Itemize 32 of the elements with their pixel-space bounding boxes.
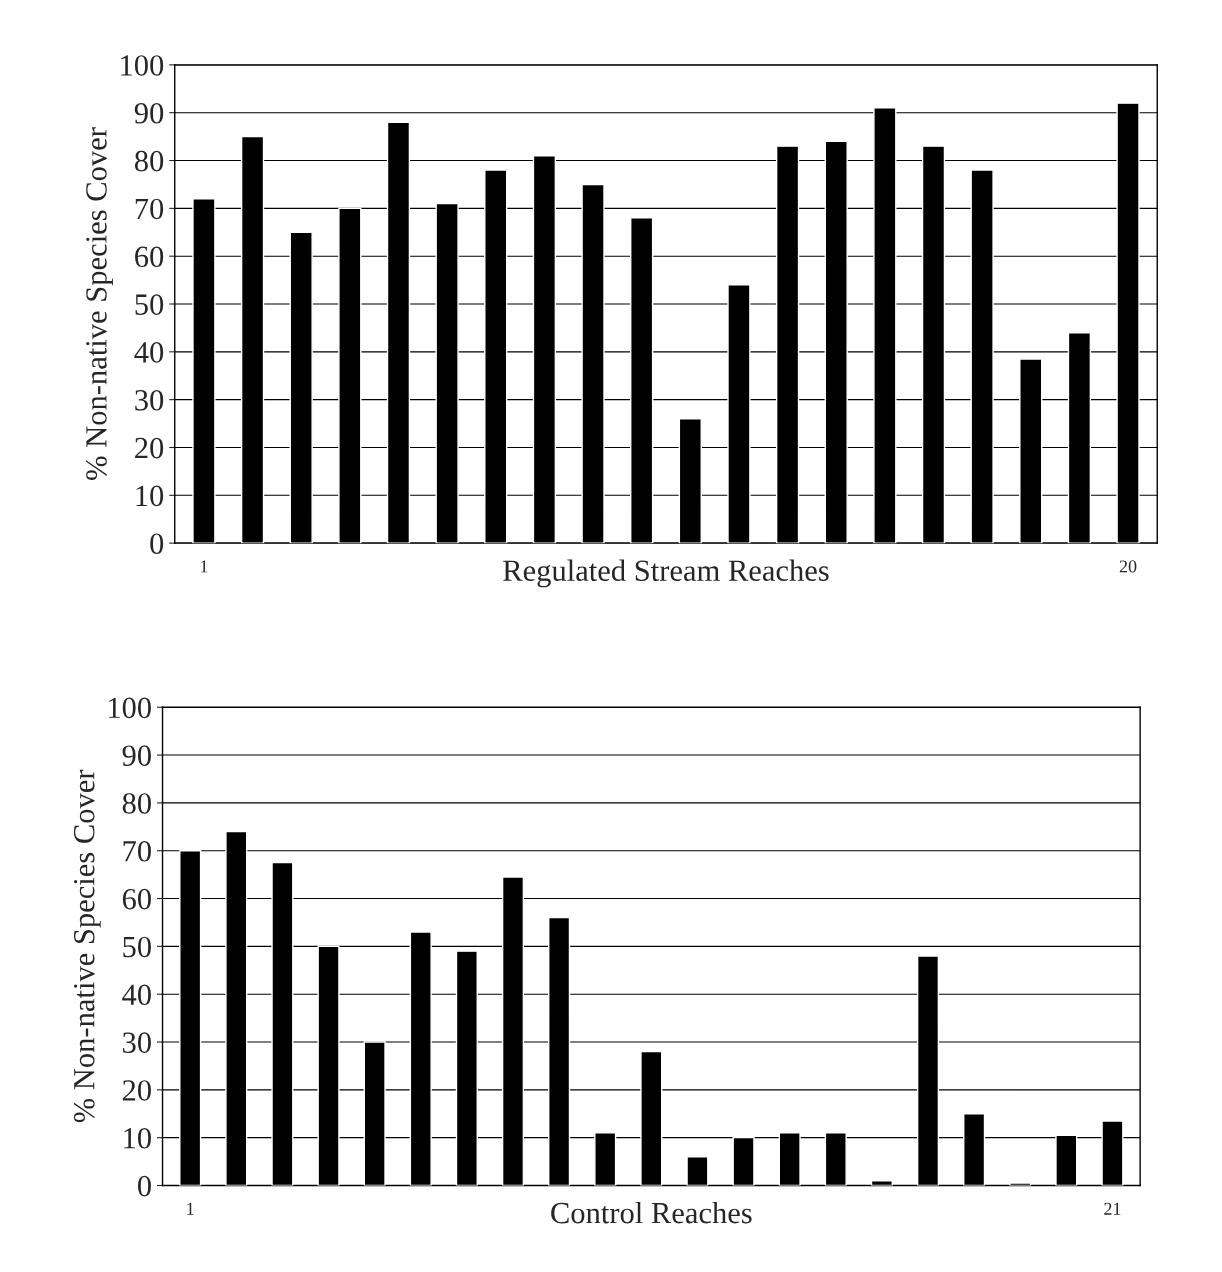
y-tick-label: 100 xyxy=(108,697,151,719)
y-axis-title: % Non-native Species Cover xyxy=(73,769,101,1123)
y-tick-label: 60 xyxy=(135,246,164,268)
y-tick-label: 80 xyxy=(134,150,164,172)
y-tick-label: 30 xyxy=(123,1032,151,1053)
y-axis-title: % Non-native Species Cover xyxy=(86,127,113,480)
y-tick-label: 80 xyxy=(122,793,151,814)
y-tick-label: 100 xyxy=(121,55,164,76)
x-tick-label: 1 xyxy=(187,1202,194,1215)
y-tick-label: 50 xyxy=(123,936,151,958)
x-tick-label: 21 xyxy=(1104,1202,1121,1215)
y-tick-label: 20 xyxy=(135,437,164,459)
y-tick-label: 70 xyxy=(135,198,164,220)
y-tick-label: 60 xyxy=(122,888,151,910)
bar xyxy=(1009,1182,1032,1186)
y-tick-label: 30 xyxy=(135,389,164,411)
y-tick-label: 90 xyxy=(134,102,164,124)
y-tick-label: 40 xyxy=(134,342,164,363)
y-tick-label: 90 xyxy=(122,745,151,766)
bar xyxy=(870,1180,893,1186)
y-tick-label: 0 xyxy=(138,1175,151,1197)
x-tick-label: 1 xyxy=(201,560,208,573)
y-tick-label: 10 xyxy=(124,1127,151,1149)
y-tick-label: 10 xyxy=(136,485,164,507)
y-tick-label: 20 xyxy=(122,1080,151,1101)
bar xyxy=(686,1156,709,1186)
y-tick-label: 50 xyxy=(135,294,164,315)
y-tick-label: 40 xyxy=(122,984,151,1006)
x-axis-title: Control Reaches xyxy=(551,1201,752,1224)
y-tick-label: 70 xyxy=(123,841,151,862)
x-axis-title: Regulated Stream Reaches xyxy=(503,559,829,588)
y-tick-label: 0 xyxy=(150,533,164,555)
